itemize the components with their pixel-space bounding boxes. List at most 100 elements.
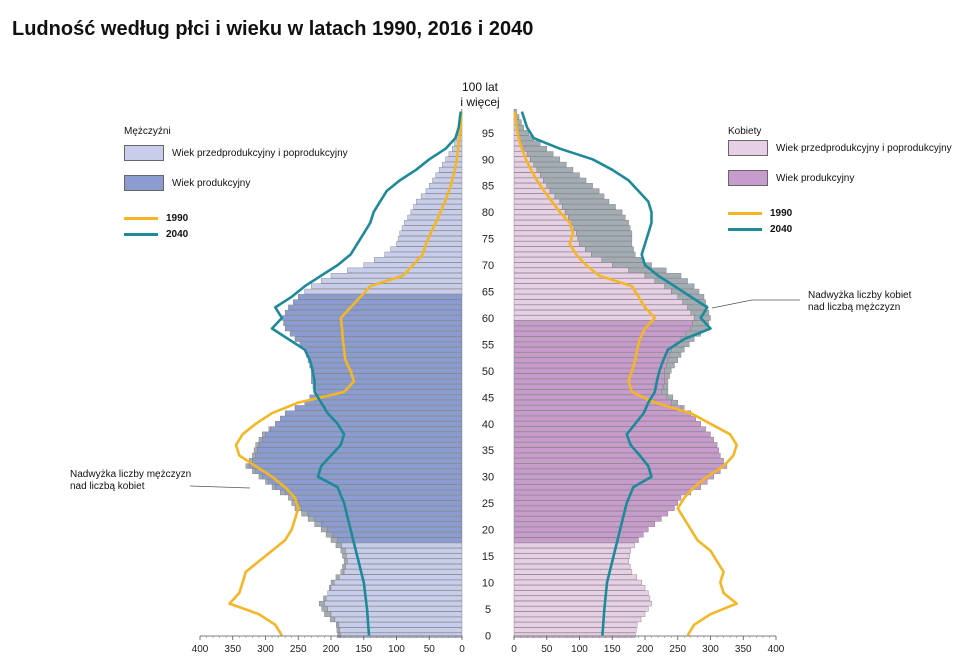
bar-women-excess-72 xyxy=(591,251,636,258)
bar-men-excess-18 xyxy=(330,537,338,543)
x-tick-label-R-50: 50 xyxy=(541,644,553,655)
bar-women-excess-77 xyxy=(573,225,631,231)
bar-women-46 xyxy=(513,389,662,395)
bar-women-16 xyxy=(513,548,631,554)
bar-men-excess-28 xyxy=(271,484,276,490)
bar-women-62 xyxy=(513,304,688,311)
bar-men-excess-32 xyxy=(245,463,250,469)
bar-men-17 xyxy=(341,542,463,549)
x-tick-label-R-350: 350 xyxy=(735,644,752,655)
age-tick-label-20: 20 xyxy=(482,525,494,537)
legend-women-2040: 2040 xyxy=(728,224,792,235)
bar-men-31 xyxy=(255,468,463,475)
bar-women-20 xyxy=(513,526,649,533)
bar-women-36 xyxy=(513,442,718,448)
bar-women-48 xyxy=(513,378,665,385)
bar-women-excess-61 xyxy=(690,310,710,316)
bar-men-14 xyxy=(347,558,463,564)
bar-women-30 xyxy=(513,474,714,480)
bar-men-excess-13 xyxy=(342,563,346,570)
bar-women-15 xyxy=(513,553,630,559)
bar-men-36 xyxy=(258,442,463,448)
bar-men-18 xyxy=(337,537,463,543)
bar-women-excess-54 xyxy=(671,347,685,353)
bar-men-42 xyxy=(284,410,463,416)
bars-men xyxy=(245,108,463,638)
bar-men-2 xyxy=(338,622,463,628)
bar-men-74 xyxy=(396,241,463,247)
bar-women-3 xyxy=(513,616,642,623)
bar-women-43 xyxy=(513,405,682,411)
bar-women-excess-45 xyxy=(666,394,674,400)
bar-women-2 xyxy=(513,622,638,628)
line-2040-women xyxy=(520,111,712,636)
series-lines xyxy=(228,111,738,637)
bar-women-28 xyxy=(513,484,701,490)
x-tick-label-R-100: 100 xyxy=(571,644,588,655)
bar-men-5 xyxy=(327,606,463,612)
bar-men-13 xyxy=(345,563,463,570)
bar-men-excess-17 xyxy=(335,542,342,549)
bar-men-83 xyxy=(420,193,463,199)
bar-men-61 xyxy=(284,310,463,316)
line-2040-men xyxy=(270,111,462,636)
age-tick-label-75: 75 xyxy=(482,234,494,246)
bar-women-27 xyxy=(513,489,692,496)
bar-men-excess-6 xyxy=(319,600,325,607)
bar-women-34 xyxy=(513,452,721,459)
bar-men-1 xyxy=(339,627,463,633)
x-tick-label-R-150: 150 xyxy=(604,644,621,655)
annotation-male-surplus: Nadwyżka liczby mężczyzn nad liczbą kobi… xyxy=(70,469,192,492)
bar-men-85 xyxy=(429,183,463,189)
bar-men-excess-1 xyxy=(336,627,341,633)
bar-men-79 xyxy=(407,214,463,221)
bar-women-40 xyxy=(513,421,701,427)
bar-men-39 xyxy=(270,426,463,432)
bar-men-12 xyxy=(343,569,463,575)
age-tick-label-80: 80 xyxy=(482,207,494,219)
bar-men-11 xyxy=(338,574,463,580)
bar-women-excess-49 xyxy=(664,373,670,379)
x-tick-label-L-350: 350 xyxy=(224,644,241,655)
bar-men-7 xyxy=(325,595,463,601)
x-tick-label-R-200: 200 xyxy=(637,644,654,655)
annotation-female-surplus: Nadwyżka liczby kobiet nad liczbą mężczy… xyxy=(808,290,912,313)
bar-women-excess-53 xyxy=(669,352,682,358)
bar-men-excess-27 xyxy=(280,489,286,496)
age-tick-label-30: 30 xyxy=(482,472,494,484)
bar-women-excess-82 xyxy=(559,198,610,205)
bar-men-87 xyxy=(435,172,463,178)
x-tick-label-R-300: 300 xyxy=(702,644,719,655)
bar-women-64 xyxy=(513,294,678,300)
bar-men-excess-34 xyxy=(252,452,256,459)
swatch-line-2040 xyxy=(124,233,158,236)
bar-men-excess-23 xyxy=(301,511,309,517)
bar-women-77 xyxy=(513,225,575,231)
bar-women-excess-90 xyxy=(530,156,561,162)
bar-men-excess-21 xyxy=(314,521,322,527)
legend-men-1990: 1990 xyxy=(124,213,188,224)
bar-women-37 xyxy=(513,436,714,443)
bar-women-88 xyxy=(513,167,538,173)
bar-women-51 xyxy=(513,362,667,369)
age-tick-label-45: 45 xyxy=(482,392,494,404)
bar-men-53 xyxy=(306,352,463,358)
bar-men-16 xyxy=(345,548,463,554)
bar-women-21 xyxy=(513,521,656,527)
bar-women-24 xyxy=(513,505,675,512)
bar-women-58 xyxy=(513,325,692,332)
bar-women-66 xyxy=(513,283,665,289)
bar-men-excess-10 xyxy=(330,579,335,586)
bar-women-25 xyxy=(513,500,678,506)
bar-women-excess-87 xyxy=(540,172,580,178)
bar-men-82 xyxy=(415,198,463,205)
bar-men-37 xyxy=(262,436,463,443)
legend-women-1990: 1990 xyxy=(728,208,792,219)
bar-men-excess-3 xyxy=(330,616,336,623)
age-tick-label-35: 35 xyxy=(482,445,494,457)
age-tick-label-95: 95 xyxy=(482,128,494,140)
bar-women-excess-84 xyxy=(549,188,600,194)
swatch-line-1990-women xyxy=(728,212,762,215)
